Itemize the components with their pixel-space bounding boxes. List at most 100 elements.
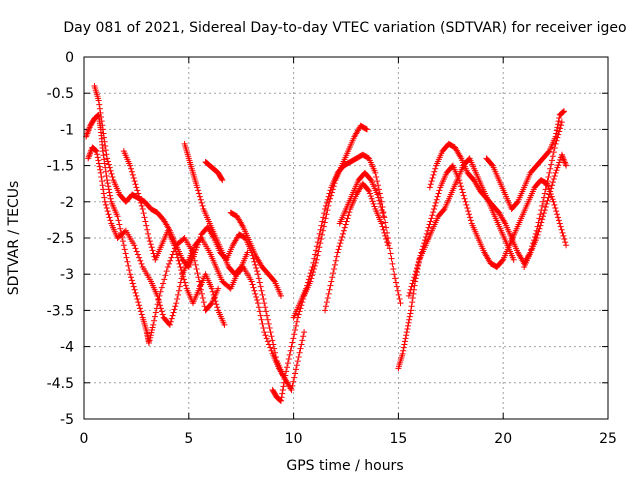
data-point (219, 177, 226, 184)
data-point (374, 191, 381, 198)
tick-labels: 0 -0.5 -1 -1.5 -2 -2.5 -3 -3.5 -4 -4.5 -5 0 5 10 15 20 2… (47, 50, 617, 447)
data-point (312, 251, 319, 258)
data-point (395, 291, 402, 298)
data-point (134, 251, 141, 258)
data-point (149, 324, 156, 331)
data-point (99, 126, 106, 133)
data-point (410, 290, 417, 297)
data-point (466, 214, 473, 221)
data-point (195, 239, 202, 246)
data-point (98, 118, 105, 125)
data-point (387, 250, 394, 257)
data-point (101, 156, 108, 163)
data-point (407, 310, 414, 317)
data-point (208, 285, 215, 292)
data-point (540, 213, 547, 220)
data-point (196, 193, 203, 200)
data-point (104, 180, 111, 187)
data-point (413, 264, 420, 271)
data-point (318, 222, 325, 229)
data-point (325, 193, 332, 200)
data-point (175, 291, 182, 298)
data-point (158, 284, 165, 291)
data-point (383, 236, 390, 243)
data-point (419, 246, 426, 253)
data-point (199, 294, 206, 301)
data-point (121, 246, 128, 253)
data-point (146, 337, 153, 344)
data-point (100, 186, 107, 193)
data-point (416, 255, 423, 262)
data-point (154, 292, 161, 299)
data-point (327, 187, 334, 194)
data-point (168, 254, 175, 261)
data-point (295, 311, 302, 318)
data-point (131, 242, 138, 249)
data-point (125, 262, 132, 269)
data-point (326, 190, 333, 197)
data-point (378, 220, 385, 227)
data-point (270, 341, 277, 348)
data-point (400, 344, 407, 351)
data-point (164, 263, 171, 270)
data-point (284, 364, 291, 371)
data-point (461, 195, 468, 202)
data-point (552, 205, 559, 212)
data-point (554, 164, 561, 171)
data-point (282, 372, 289, 379)
data-point (366, 190, 373, 197)
data-point (157, 288, 164, 295)
data-point (257, 312, 264, 319)
y-axis-label: SDTVAR / TECUs (6, 181, 22, 296)
data-point (551, 172, 558, 179)
data-point (415, 258, 422, 265)
data-point (98, 178, 105, 185)
data-point (257, 283, 264, 290)
data-point (463, 201, 470, 208)
data-point (545, 194, 552, 201)
data-point (105, 183, 112, 190)
data-point (136, 305, 143, 312)
data-point (409, 280, 416, 287)
series-track-15 (483, 108, 567, 213)
data-point (425, 224, 432, 231)
data-point (563, 162, 570, 169)
data-point (293, 362, 300, 369)
data-point (166, 260, 173, 267)
data-point (404, 326, 411, 333)
data-point (560, 232, 567, 239)
data-point (122, 250, 129, 257)
data-point (176, 260, 183, 267)
data-point (108, 170, 115, 177)
data-point (209, 288, 216, 295)
data-point (102, 147, 109, 154)
data-point (281, 379, 288, 386)
data-point (129, 171, 136, 178)
data-point (256, 279, 263, 286)
data-point (211, 294, 218, 301)
data-point (392, 275, 399, 282)
data-point (175, 257, 182, 264)
data-markers (83, 82, 570, 404)
data-point (556, 220, 563, 227)
data-point (259, 291, 266, 298)
data-point (140, 210, 147, 217)
data-point (423, 230, 430, 237)
data-point (413, 268, 420, 275)
data-point (562, 239, 569, 246)
data-point (119, 238, 126, 245)
data-point (102, 201, 109, 208)
y-tick-label: -1 (60, 122, 74, 138)
data-point (258, 287, 265, 294)
data-point (382, 232, 389, 239)
series-track-8 (269, 122, 370, 404)
data-point (128, 168, 135, 175)
data-point (367, 176, 374, 183)
series-track-5 (181, 140, 251, 278)
data-point (466, 211, 473, 218)
data-point (147, 241, 154, 248)
data-point (272, 349, 279, 356)
data-point (103, 172, 110, 179)
data-point (264, 316, 271, 323)
data-point (553, 127, 560, 134)
